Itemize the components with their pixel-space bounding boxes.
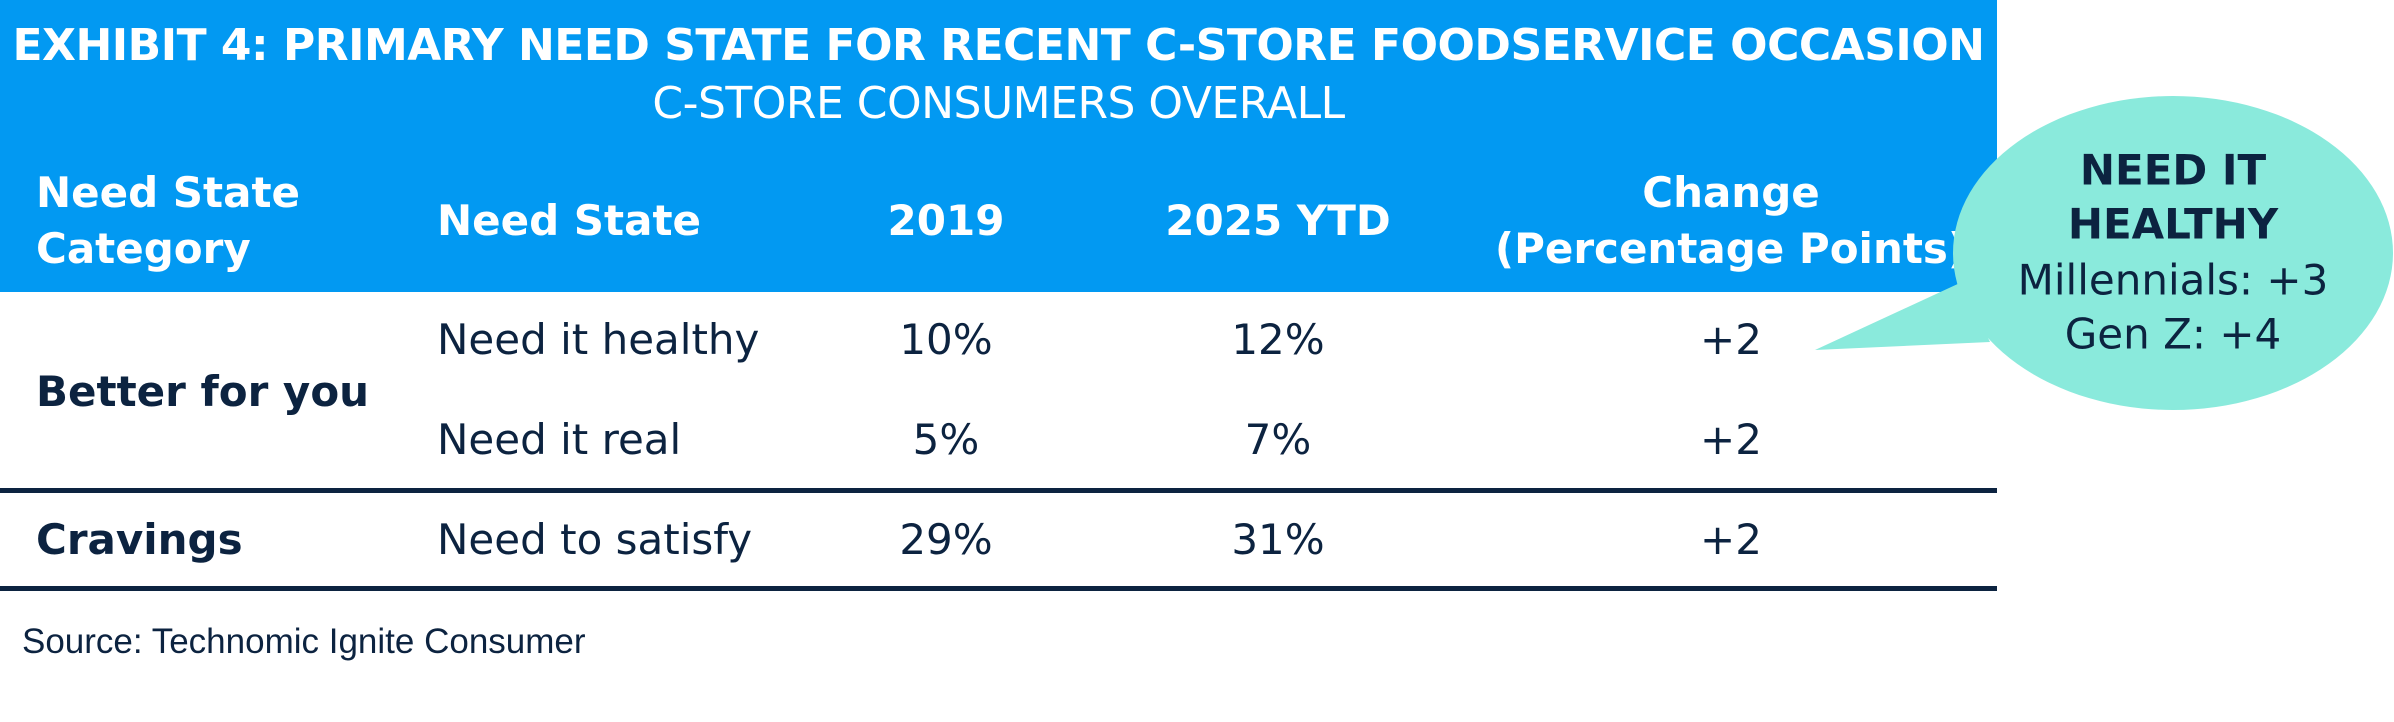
table-bottom-rule <box>0 586 1997 591</box>
change-cell: +2 <box>1700 315 1762 364</box>
column-header-change: Change (Percentage Points) <box>1495 165 1967 277</box>
column-header-category-line2: Category <box>36 224 251 273</box>
value-2019-cell: 10% <box>899 315 993 364</box>
category-cravings: Cravings <box>36 515 243 564</box>
change-cell: +2 <box>1700 515 1762 564</box>
category-better-for-you: Better for you <box>36 367 370 416</box>
change-cell: +2 <box>1700 415 1762 464</box>
column-header-category: Need State Category <box>36 165 300 277</box>
column-header-2019: 2019 <box>887 196 1005 245</box>
column-header-category-line1: Need State <box>36 168 301 217</box>
callout-ellipse <box>1953 96 2393 410</box>
value-2025-cell: 12% <box>1231 315 1325 364</box>
value-2019-cell: 29% <box>899 515 993 564</box>
source-note: Source: Technomic Ignite Consumer <box>22 622 586 661</box>
callout-title-line2: HEALTHY <box>2067 199 2279 249</box>
value-2025-cell: 7% <box>1244 415 1312 464</box>
column-header-need-state: Need State <box>437 196 702 245</box>
need-state-cell: Need it real <box>437 415 682 464</box>
value-2019-cell: 5% <box>912 415 980 464</box>
callout-title-line1: NEED IT <box>2079 145 2267 195</box>
column-header-change-line1: Change <box>1642 168 1820 217</box>
exhibit-title: EXHIBIT 4: PRIMARY NEED STATE FOR RECENT… <box>12 20 1986 71</box>
group-divider <box>0 488 1997 493</box>
callout-gen-z: Gen Z: +4 <box>2064 309 2282 359</box>
value-2025-cell: 31% <box>1231 515 1325 564</box>
column-header-2025-ytd: 2025 YTD <box>1165 196 1391 245</box>
callout-tail <box>1815 282 1990 350</box>
column-header-change-line2: (Percentage Points) <box>1494 224 1968 273</box>
callout-millennials: Millennials: +3 <box>2017 255 2329 305</box>
need-state-cell: Need to satisfy <box>437 515 753 564</box>
table-header-band: EXHIBIT 4: PRIMARY NEED STATE FOR RECENT… <box>0 0 1997 292</box>
exhibit-subtitle: C-STORE CONSUMERS OVERALL <box>652 78 1345 129</box>
need-state-cell: Need it healthy <box>437 315 760 364</box>
